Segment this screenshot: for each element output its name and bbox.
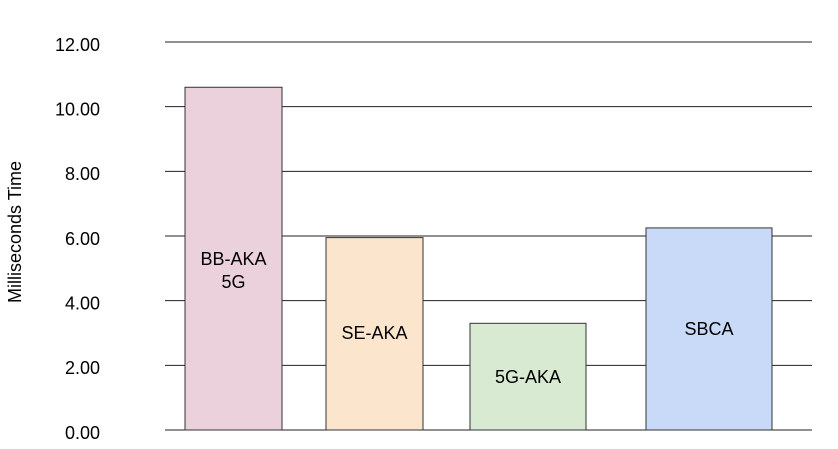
y-tick-label: 8.00: [65, 164, 100, 184]
y-axis-label: Milliseconds Time: [5, 161, 25, 303]
bar-label: SE-AKA: [341, 323, 408, 343]
bar: [184, 86, 283, 431]
y-tick-label: 6.00: [65, 229, 100, 249]
bar: [325, 237, 424, 431]
bar-label: 5G-AKA: [494, 367, 562, 387]
bar-label: SBCA: [684, 319, 734, 339]
bar-label: BB-AKA 5G: [200, 249, 267, 292]
y-tick-label: 0.00: [65, 423, 100, 443]
bar: [469, 322, 587, 431]
bar: [645, 227, 773, 431]
y-tick-label: 12.00: [55, 35, 100, 55]
y-tick-label: 10.00: [55, 99, 100, 119]
y-tick-label: 4.00: [65, 293, 100, 313]
y-tick-label: 2.00: [65, 358, 100, 378]
